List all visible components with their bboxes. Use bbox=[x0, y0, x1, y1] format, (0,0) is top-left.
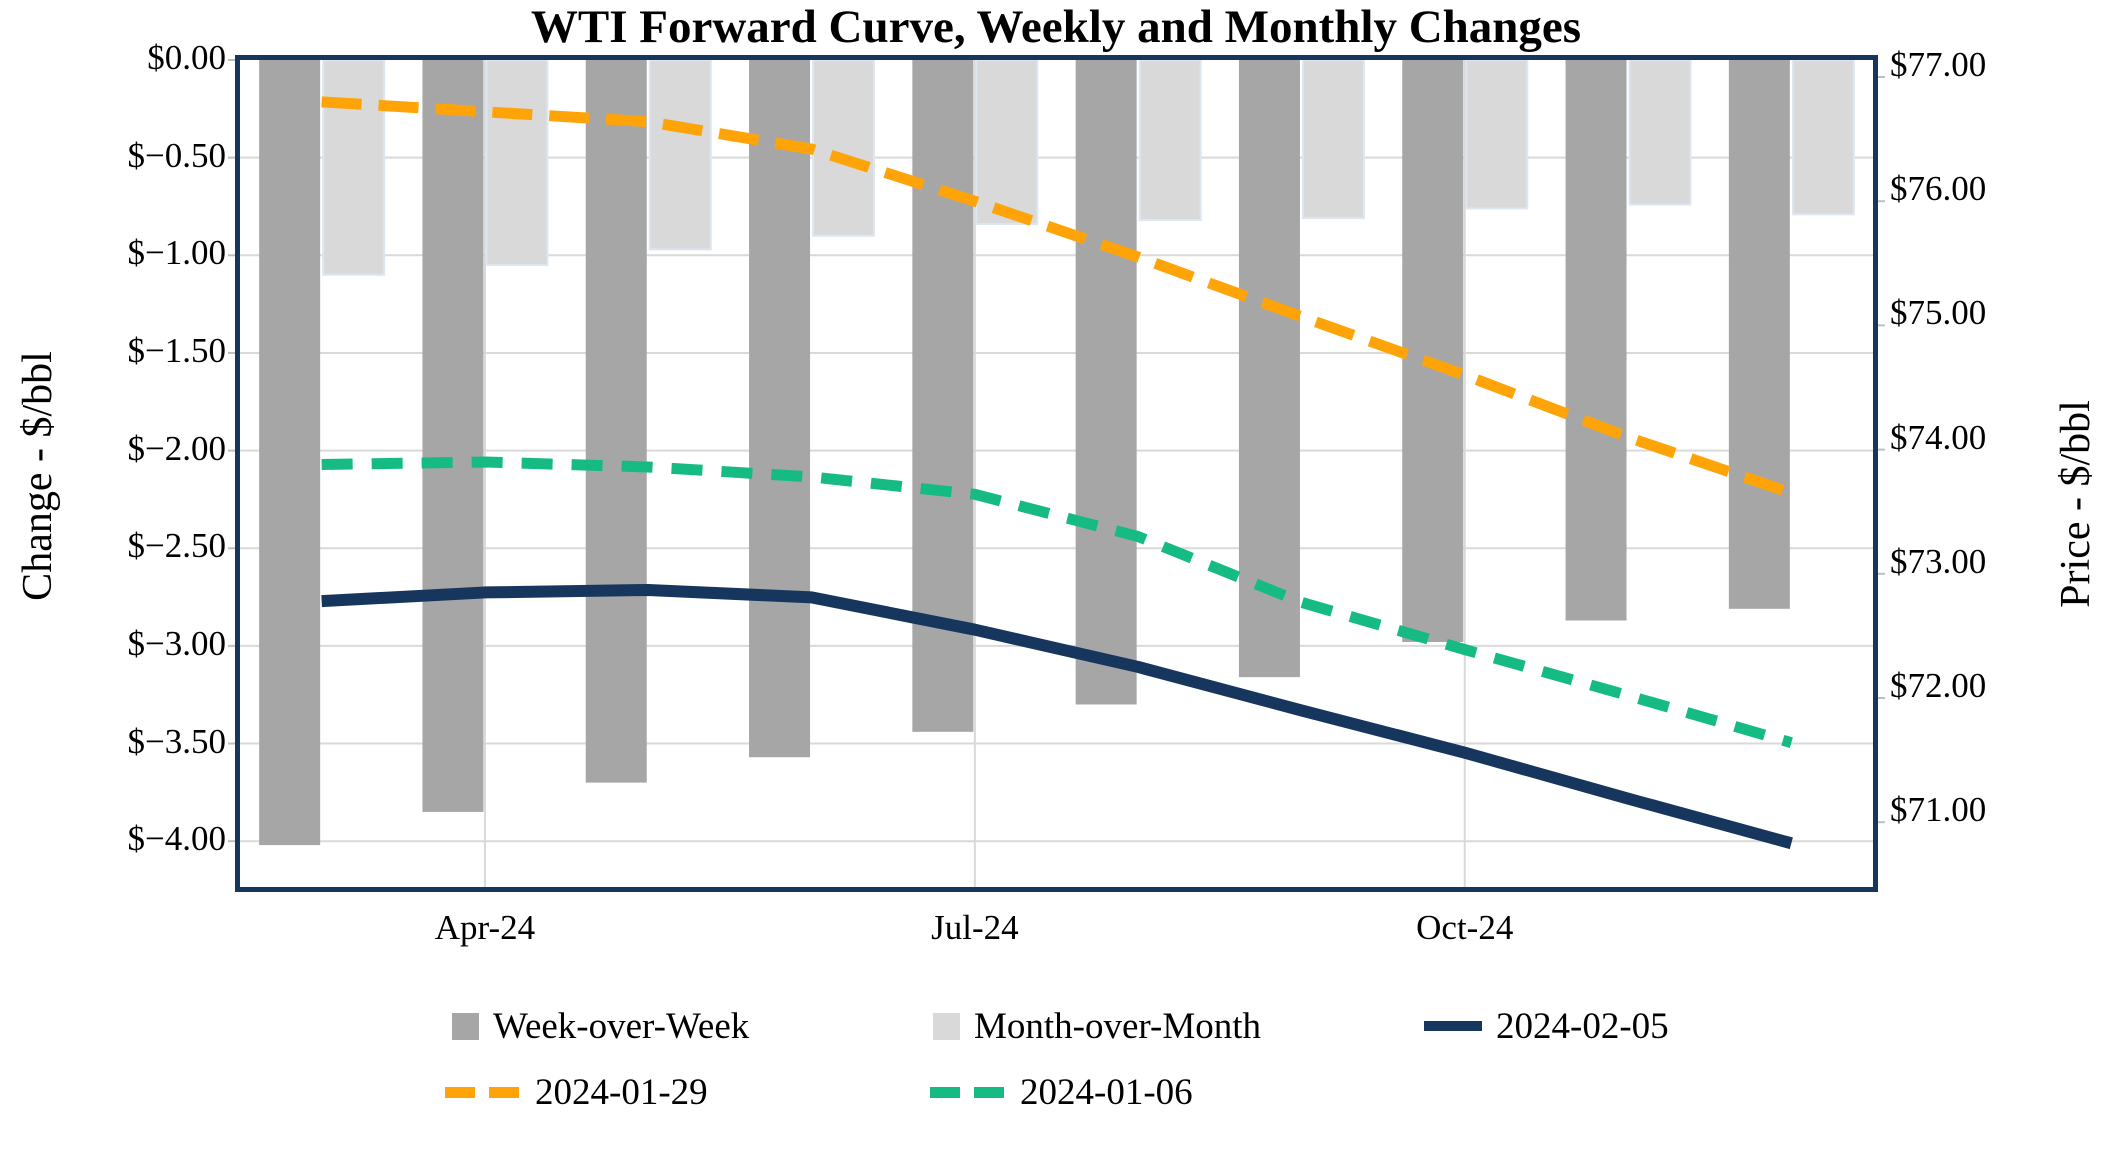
left-axis-tick-label: $−1.00 bbox=[127, 233, 227, 273]
right-axis-title: Price - $/bbl bbox=[2053, 400, 2099, 608]
bar-month-over-month bbox=[1301, 59, 1365, 220]
bar-week-over-week bbox=[1728, 60, 1790, 609]
bar-swatch-icon bbox=[933, 1012, 960, 1040]
line-2024-01-29 bbox=[321, 96, 1794, 499]
left-axis-tick-label: $−2.00 bbox=[127, 428, 227, 468]
left-axis-tick-label: $−3.00 bbox=[127, 623, 227, 663]
right-axis-tick-label: $74.00 bbox=[1890, 417, 1987, 457]
chart-title: WTI Forward Curve, Weekly and Monthly Ch… bbox=[530, 1, 1582, 53]
bar-week-over-week bbox=[1402, 60, 1464, 642]
bar-week-over-week bbox=[749, 60, 811, 758]
left-axis-tick-label: $−2.50 bbox=[127, 526, 227, 566]
legend-item-month-over-month: Month-over-Month bbox=[933, 998, 1261, 1054]
legend-label: Week-over-Week bbox=[493, 1005, 750, 1047]
bar-week-over-week bbox=[422, 60, 484, 812]
bar-month-over-month bbox=[975, 59, 1039, 226]
bar-swatch-icon bbox=[452, 1012, 479, 1040]
right-axis-tick-label: $73.00 bbox=[1890, 541, 1987, 581]
left-axis-tick-label: $−1.50 bbox=[127, 330, 227, 370]
legend-label: Month-over-Month bbox=[974, 1005, 1262, 1047]
legend-item-2024-01-06: 2024-01-06 bbox=[930, 1064, 1193, 1120]
x-axis-tick-label: Apr-24 bbox=[434, 908, 536, 947]
left-axis-tick-label: $−0.50 bbox=[127, 135, 227, 175]
bar-week-over-week bbox=[1075, 60, 1137, 705]
legend-item-2024-01-29: 2024-01-29 bbox=[445, 1064, 708, 1120]
legend-label: 2024-01-06 bbox=[1020, 1071, 1193, 1113]
bar-month-over-month bbox=[812, 59, 876, 237]
bar-month-over-month bbox=[1138, 59, 1202, 222]
plot-area bbox=[228, 55, 1885, 892]
bar-month-over-month bbox=[1465, 59, 1529, 210]
left-axis-tick-label: $−4.00 bbox=[127, 819, 227, 859]
bar-week-over-week bbox=[585, 60, 647, 783]
legend-label: 2024-02-05 bbox=[1496, 1005, 1669, 1047]
line-swatch-icon bbox=[1424, 1021, 1482, 1031]
bar-month-over-month bbox=[1628, 59, 1692, 206]
legend: Week-over-Week Month-over-Month 2024-02-05… bbox=[0, 998, 2112, 1148]
dash-swatch-icon bbox=[930, 1086, 1006, 1098]
right-axis-tick-label: $75.00 bbox=[1890, 293, 1987, 333]
left-axis-tick-label: $−3.50 bbox=[127, 721, 227, 761]
line-2024-02-05 bbox=[321, 583, 1793, 850]
right-axis-tick-label: $71.00 bbox=[1890, 790, 1987, 830]
legend-item-week-over-week: Week-over-Week bbox=[452, 998, 749, 1054]
bar-month-over-month bbox=[648, 59, 712, 251]
right-axis-tick-label: $77.00 bbox=[1890, 45, 1987, 84]
x-axis-tick-label: Jul-24 bbox=[931, 908, 1019, 947]
legend-label: 2024-01-29 bbox=[535, 1071, 708, 1113]
line-2024-01-06 bbox=[321, 456, 1793, 748]
bar-month-over-month bbox=[1791, 59, 1855, 216]
right-axis-tick-label: $76.00 bbox=[1890, 169, 1987, 209]
bar-month-over-month bbox=[485, 59, 549, 267]
left-axis-tick-label: $0.00 bbox=[147, 38, 226, 77]
legend-item-2024-02-05: 2024-02-05 bbox=[1424, 998, 1669, 1054]
bar-week-over-week bbox=[1238, 60, 1300, 678]
x-axis-tick-label: Oct-24 bbox=[1416, 908, 1514, 947]
bar-week-over-week bbox=[1565, 60, 1627, 621]
plot-border bbox=[235, 55, 1878, 892]
right-axis-tick-label: $72.00 bbox=[1890, 666, 1987, 705]
bar-week-over-week bbox=[259, 60, 321, 846]
bar-month-over-month bbox=[322, 59, 386, 276]
dash-swatch-icon bbox=[445, 1086, 521, 1098]
